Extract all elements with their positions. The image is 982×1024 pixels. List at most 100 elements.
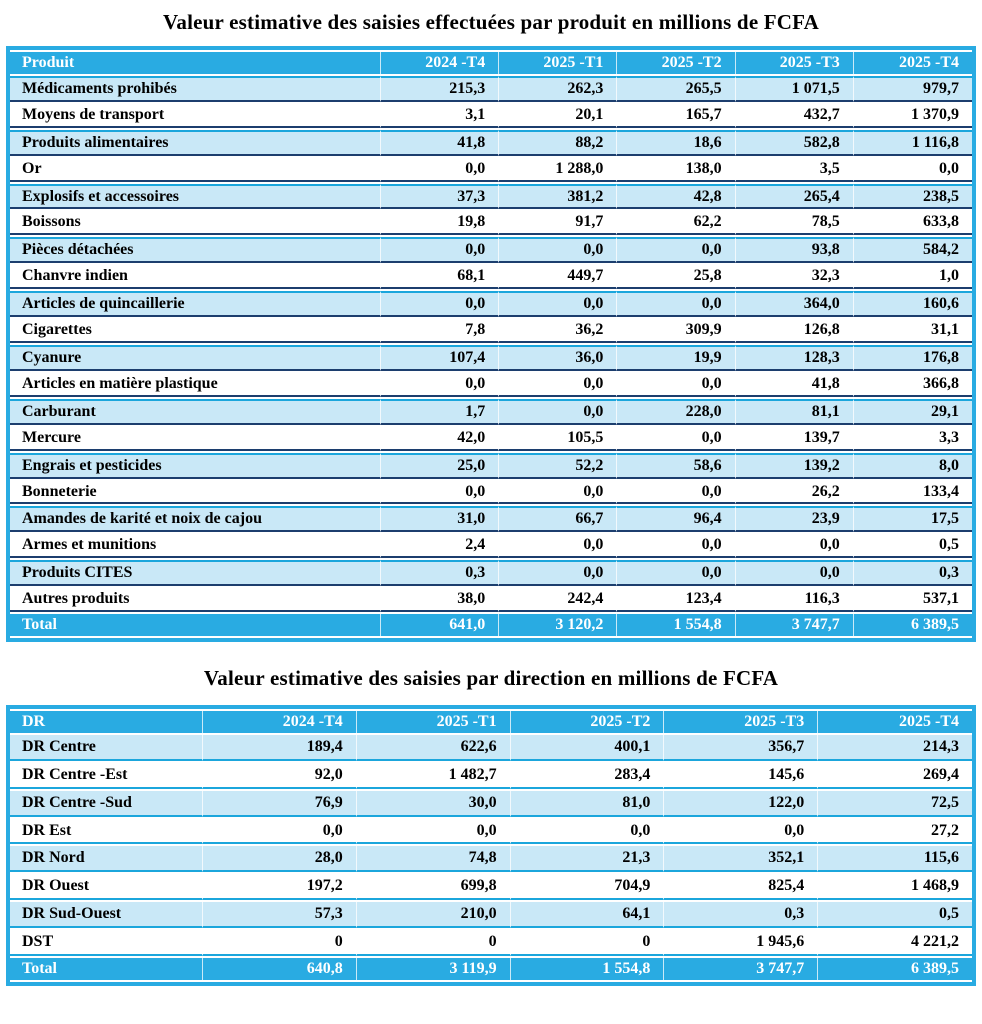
cell-value: 29,1 <box>853 398 972 425</box>
cell-value: 26,2 <box>735 480 854 505</box>
cell-value: 537,1 <box>853 588 972 613</box>
cell-value: 4 221,2 <box>818 930 972 957</box>
quarter-column-header: 2025 -T1 <box>356 710 511 733</box>
cell-value: 52,2 <box>499 452 618 479</box>
row-label: DR Centre <box>10 734 203 761</box>
total-value: 6 389,5 <box>818 958 972 980</box>
cell-value: 19,9 <box>617 344 736 371</box>
cell-value: 0,0 <box>499 237 618 264</box>
cell-value: 41,8 <box>735 372 854 397</box>
cell-value: 139,2 <box>735 452 854 479</box>
cell-value: 283,4 <box>510 762 665 789</box>
first-column-header: DR <box>10 710 203 733</box>
cell-value: 76,9 <box>203 790 357 817</box>
quarter-column-header: 2024 -T4 <box>203 710 357 733</box>
cell-value: 0,0 <box>381 237 500 264</box>
cell-value: 699,8 <box>356 874 511 901</box>
cell-value: 210,0 <box>356 902 511 929</box>
first-column-header: Produit <box>10 52 381 74</box>
quarter-column-header: 2025 -T3 <box>664 710 819 733</box>
row-label: Moyens de transport <box>10 103 381 128</box>
table-row: DR Nord 28,0 74,8 21,3 352,1 115,6 <box>10 846 972 873</box>
total-value: 6 389,5 <box>853 614 972 636</box>
cell-value: 1 482,7 <box>356 762 511 789</box>
cell-value: 214,3 <box>818 734 972 761</box>
cell-value: 0,0 <box>203 818 357 845</box>
products-table-title: Valeur estimative des saisies effectuées… <box>162 10 820 34</box>
cell-value: 0,0 <box>617 372 736 397</box>
products-table-footer: Total 641,0 3 120,2 1 554,8 3 747,7 6 389,5 <box>10 614 972 636</box>
row-label: Carburant <box>10 398 381 425</box>
cell-value: 238,5 <box>853 183 972 210</box>
row-label: Médicaments prohibés <box>10 75 381 102</box>
cell-value: 1 468,9 <box>818 874 972 901</box>
cell-value: 128,3 <box>735 344 854 371</box>
cell-value: 7,8 <box>381 319 500 343</box>
table-row: DR Centre -Sud 76,9 30,0 81,0 122,0 72,5 <box>10 790 972 817</box>
quarter-column-header: 2024 -T4 <box>381 52 500 74</box>
cell-value: 381,2 <box>499 183 618 210</box>
cell-value: 25,8 <box>617 265 736 290</box>
row-label: Armes et munitions <box>10 534 381 559</box>
table-row: DR Centre 189,4 622,6 400,1 356,7 214,3 <box>10 734 972 761</box>
cell-value: 0,0 <box>356 818 511 845</box>
total-value: 640,8 <box>203 958 357 980</box>
cell-value: 3,1 <box>381 103 500 128</box>
table-row: Armes et munitions 2,4 0,0 0,0 0,0 0,5 <box>10 534 972 559</box>
cell-value: 356,7 <box>664 734 819 761</box>
cell-value: 42,0 <box>381 426 500 451</box>
cell-value: 57,3 <box>203 902 357 929</box>
cell-value: 64,1 <box>510 902 665 929</box>
cell-value: 41,8 <box>381 129 500 156</box>
cell-value: 88,2 <box>499 129 618 156</box>
quarter-column-header: 2025 -T3 <box>735 52 854 74</box>
cell-value: 622,6 <box>356 734 511 761</box>
cell-value: 584,2 <box>853 237 972 264</box>
row-label: Chanvre indien <box>10 265 381 290</box>
cell-value: 115,6 <box>818 846 972 873</box>
cell-value: 189,4 <box>203 734 357 761</box>
cell-value: 1 071,5 <box>735 75 854 102</box>
directions-table-title: Valeur estimative des saisies par direct… <box>203 665 779 690</box>
cell-value: 0,0 <box>499 480 618 505</box>
table-row: DR Est 0,0 0,0 0,0 0,0 27,2 <box>10 818 972 845</box>
cell-value: 0,0 <box>499 398 618 425</box>
directions-table-footer: Total 640,8 3 119,9 1 554,8 3 747,7 6 389,5 <box>10 958 972 980</box>
cell-value: 1 370,9 <box>853 103 972 128</box>
total-value: 1 554,8 <box>510 958 665 980</box>
cell-value: 139,7 <box>735 426 854 451</box>
total-value: 1 554,8 <box>617 614 736 636</box>
cell-value: 0 <box>203 930 357 957</box>
row-label: Produits CITES <box>10 560 381 587</box>
directions-seizures-table: DR 2024 -T4 2025 -T1 2025 -T2 2025 -T3 2025 -… <box>6 704 976 986</box>
cell-value: 17,5 <box>853 506 972 533</box>
cell-value: 165,7 <box>617 103 736 128</box>
table-row: DST 0 0 0 1 945,6 4 221,2 <box>10 930 972 957</box>
directions-table-header: DR 2024 -T4 2025 -T1 2025 -T2 2025 -T3 2025 -… <box>10 710 972 733</box>
cell-value: 0,0 <box>381 480 500 505</box>
cell-value: 0,0 <box>499 560 618 587</box>
row-label: Engrais et pesticides <box>10 452 381 479</box>
products-table-header: Produit 2024 -T4 2025 -T1 2025 -T2 2025 -T3 2… <box>10 52 972 74</box>
cell-value: 81,0 <box>510 790 665 817</box>
cell-value: 36,0 <box>499 344 618 371</box>
cell-value: 1,0 <box>853 265 972 290</box>
cell-value: 28,0 <box>203 846 357 873</box>
cell-value: 78,5 <box>735 211 854 236</box>
total-row: Total 641,0 3 120,2 1 554,8 3 747,7 6 389,5 <box>10 614 972 636</box>
cell-value: 3,3 <box>853 426 972 451</box>
cell-value: 176,8 <box>853 344 972 371</box>
cell-value: 0,0 <box>381 372 500 397</box>
row-label: Or <box>10 157 381 182</box>
total-label: Total <box>10 614 381 636</box>
cell-value: 0,0 <box>617 237 736 264</box>
total-value: 3 119,9 <box>356 958 511 980</box>
cell-value: 0,0 <box>617 560 736 587</box>
cell-value: 309,9 <box>617 319 736 343</box>
cell-value: 0 <box>510 930 665 957</box>
row-label: DST <box>10 930 203 957</box>
cell-value: 979,7 <box>853 75 972 102</box>
table-row: Chanvre indien 68,1 449,7 25,8 32,3 1,0 <box>10 265 972 290</box>
quarter-column-header: 2025 -T4 <box>818 710 972 733</box>
cell-value: 37,3 <box>381 183 500 210</box>
